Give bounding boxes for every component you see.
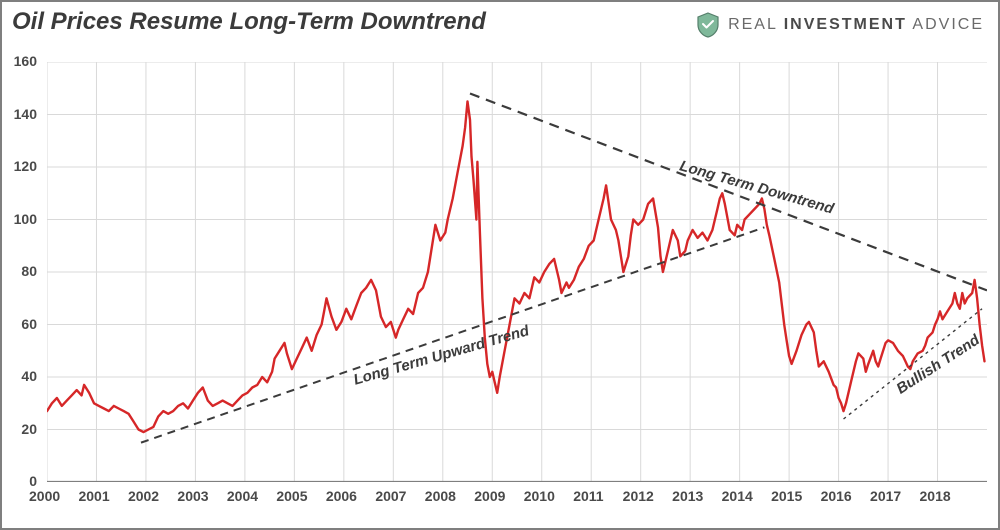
y-tick-label: 60 <box>21 316 37 332</box>
x-tick-label: 2001 <box>78 488 109 504</box>
x-tick-label: 2014 <box>722 488 753 504</box>
price-chart <box>47 62 987 482</box>
y-tick-label: 120 <box>14 158 37 174</box>
x-tick-label: 2000 <box>29 488 60 504</box>
chart-title: Oil Prices Resume Long-Term Downtrend <box>12 8 486 36</box>
x-tick-label: 2004 <box>227 488 258 504</box>
chart-frame: Oil Prices Resume Long-Term Downtrend RE… <box>0 0 1000 530</box>
brand-text: REAL INVESTMENT ADVICE <box>728 16 984 34</box>
x-tick-label: 2015 <box>771 488 802 504</box>
y-tick-label: 100 <box>14 211 37 227</box>
x-tick-label: 2017 <box>870 488 901 504</box>
y-tick-label: 140 <box>14 106 37 122</box>
x-tick-label: 2007 <box>375 488 406 504</box>
x-tick-label: 2008 <box>425 488 456 504</box>
x-tick-label: 2011 <box>573 488 603 504</box>
x-tick-label: 2006 <box>326 488 357 504</box>
x-tick-label: 2018 <box>920 488 951 504</box>
y-tick-label: 20 <box>21 421 37 437</box>
y-tick-label: 0 <box>29 473 37 489</box>
brand-logo: REAL INVESTMENT ADVICE <box>696 12 984 38</box>
x-tick-label: 2002 <box>128 488 159 504</box>
x-tick-label: 2005 <box>276 488 307 504</box>
y-tick-label: 80 <box>21 263 37 279</box>
x-tick-label: 2003 <box>177 488 208 504</box>
y-tick-label: 160 <box>14 53 37 69</box>
x-tick-label: 2010 <box>524 488 555 504</box>
x-tick-label: 2009 <box>474 488 505 504</box>
x-tick-label: 2013 <box>672 488 703 504</box>
x-tick-label: 2016 <box>821 488 852 504</box>
shield-icon <box>696 12 720 38</box>
y-tick-label: 40 <box>21 368 37 384</box>
x-tick-label: 2012 <box>623 488 654 504</box>
